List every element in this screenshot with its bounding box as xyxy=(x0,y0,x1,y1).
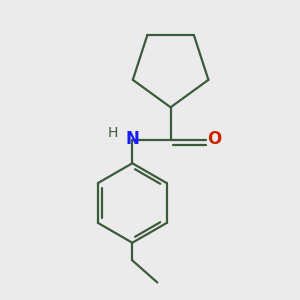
Text: H: H xyxy=(108,126,119,140)
Text: O: O xyxy=(207,130,221,148)
Text: N: N xyxy=(125,130,139,148)
